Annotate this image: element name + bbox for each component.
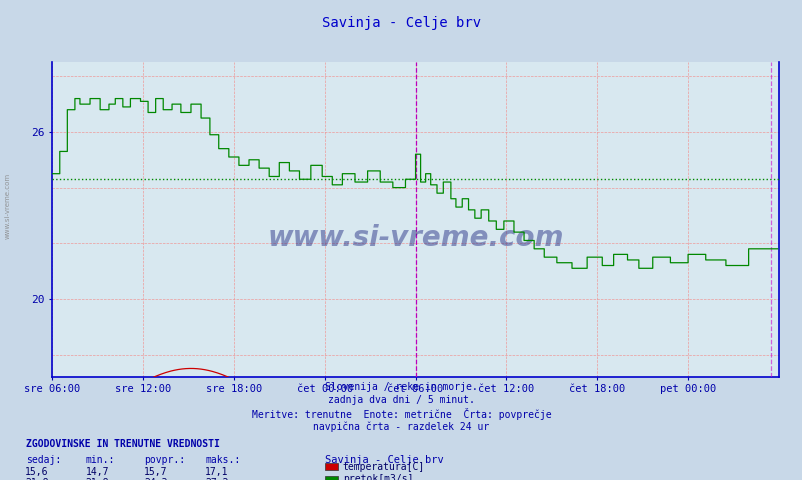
Text: zadnja dva dni / 5 minut.: zadnja dva dni / 5 minut. xyxy=(328,395,474,405)
Text: min.:: min.: xyxy=(86,455,115,465)
Text: 15,7: 15,7 xyxy=(144,467,168,477)
Text: 21,8: 21,8 xyxy=(25,478,49,480)
Text: maks.:: maks.: xyxy=(205,455,241,465)
Text: ZGODOVINSKE IN TRENUTNE VREDNOSTI: ZGODOVINSKE IN TRENUTNE VREDNOSTI xyxy=(26,439,219,449)
Text: Meritve: trenutne  Enote: metrične  Črta: povprečje: Meritve: trenutne Enote: metrične Črta: … xyxy=(251,408,551,420)
Text: 27,2: 27,2 xyxy=(205,478,229,480)
Text: temperatura[C]: temperatura[C] xyxy=(342,462,424,471)
Text: povpr.:: povpr.: xyxy=(144,455,185,465)
Text: 17,1: 17,1 xyxy=(205,467,229,477)
Text: 14,7: 14,7 xyxy=(85,467,109,477)
Text: Slovenija / reke in morje.: Slovenija / reke in morje. xyxy=(325,382,477,392)
Text: Savinja - Celje brv: Savinja - Celje brv xyxy=(325,455,444,465)
Text: pretok[m3/s]: pretok[m3/s] xyxy=(342,474,413,480)
Text: 24,3: 24,3 xyxy=(144,478,168,480)
Text: Savinja - Celje brv: Savinja - Celje brv xyxy=(322,16,480,30)
Text: www.si-vreme.com: www.si-vreme.com xyxy=(267,225,563,252)
Text: sedaj:: sedaj: xyxy=(26,455,61,465)
Text: 15,6: 15,6 xyxy=(25,467,49,477)
Text: navpična črta - razdelek 24 ur: navpična črta - razdelek 24 ur xyxy=(313,422,489,432)
Text: www.si-vreme.com: www.si-vreme.com xyxy=(4,173,10,240)
Text: 21,8: 21,8 xyxy=(85,478,109,480)
